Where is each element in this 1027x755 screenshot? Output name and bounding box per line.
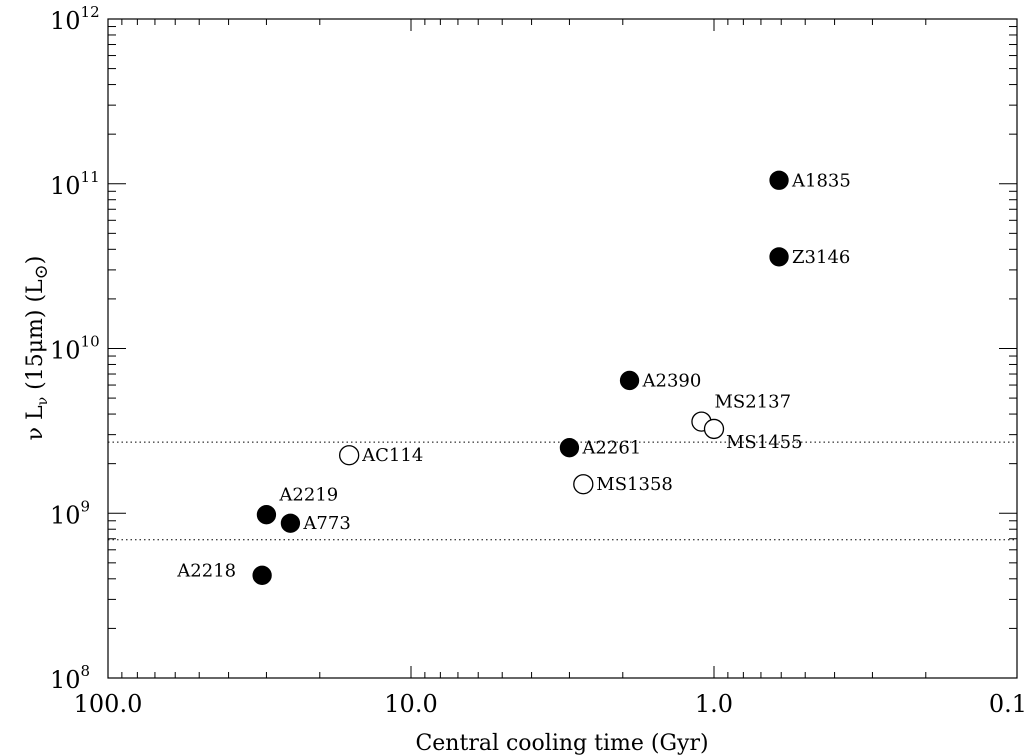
point-label-a2218: A2218 — [176, 560, 236, 581]
y-tick-label: 1010 — [50, 333, 100, 365]
y-tick-label: 1011 — [50, 168, 100, 200]
point-label-a2261: A2261 — [581, 438, 641, 459]
axis-ticks — [108, 19, 1018, 679]
point-a2218 — [252, 565, 272, 585]
y-tick-label: 108 — [50, 662, 90, 694]
point-label-a1835: A1835 — [791, 170, 851, 191]
point-z3146 — [769, 247, 789, 267]
y-tick-label: 109 — [50, 497, 90, 529]
y-axis-title: ν Lν (15μm) (L⊙) — [23, 256, 52, 441]
point-label-ms2137: MS2137 — [714, 392, 791, 413]
point-ac114 — [339, 445, 360, 466]
point-ms1358 — [573, 474, 594, 495]
x-tick-label: 100.0 — [74, 690, 143, 718]
point-labels: A1835 Z3146 A2390 MS2137 MS1455 A2261 AC114 MS1… — [176, 170, 851, 581]
point-a2390 — [619, 370, 640, 391]
y-tick-labels: 108 109 1010 1011 1012 — [50, 3, 100, 694]
threshold-lines — [108, 441, 1017, 541]
x-axis-title: Central cooling time (Gyr) — [415, 731, 708, 755]
x-tick-label: 10.0 — [384, 690, 437, 718]
point-a2261 — [559, 438, 580, 458]
plot-frame — [107, 18, 1018, 679]
point-a2219 — [256, 505, 277, 525]
point-ms1455 — [703, 418, 725, 440]
point-label-a773: A773 — [302, 513, 350, 534]
point-label-z3146: Z3146 — [792, 247, 850, 268]
point-label-ms1455: MS1455 — [726, 432, 803, 453]
y-tick-label: 1012 — [50, 3, 100, 35]
point-label-a2390: A2390 — [642, 370, 702, 391]
point-a773 — [280, 513, 301, 533]
point-a1835 — [769, 170, 789, 190]
x-tick-labels: 100.0 10.0 1.0 0.1 — [74, 690, 1027, 718]
x-tick-label: 0.1 — [989, 690, 1027, 718]
data-points — [252, 170, 789, 585]
x-tick-label: 1.0 — [695, 690, 733, 718]
point-label-ac114: AC114 — [361, 445, 423, 466]
point-label-ms1358: MS1358 — [596, 474, 673, 495]
point-label-a2219: A2219 — [278, 485, 338, 506]
